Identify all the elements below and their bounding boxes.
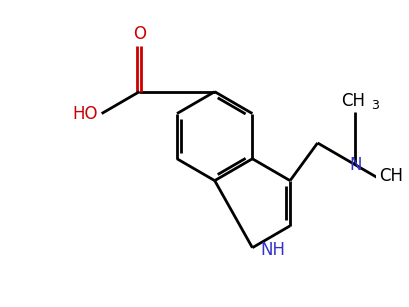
Text: O: O bbox=[133, 25, 146, 43]
Text: HO: HO bbox=[72, 105, 98, 122]
Text: CH: CH bbox=[379, 167, 403, 185]
Text: NH: NH bbox=[260, 241, 285, 258]
Text: N: N bbox=[349, 156, 362, 174]
Text: CH: CH bbox=[342, 92, 365, 110]
Text: 3: 3 bbox=[371, 99, 379, 112]
